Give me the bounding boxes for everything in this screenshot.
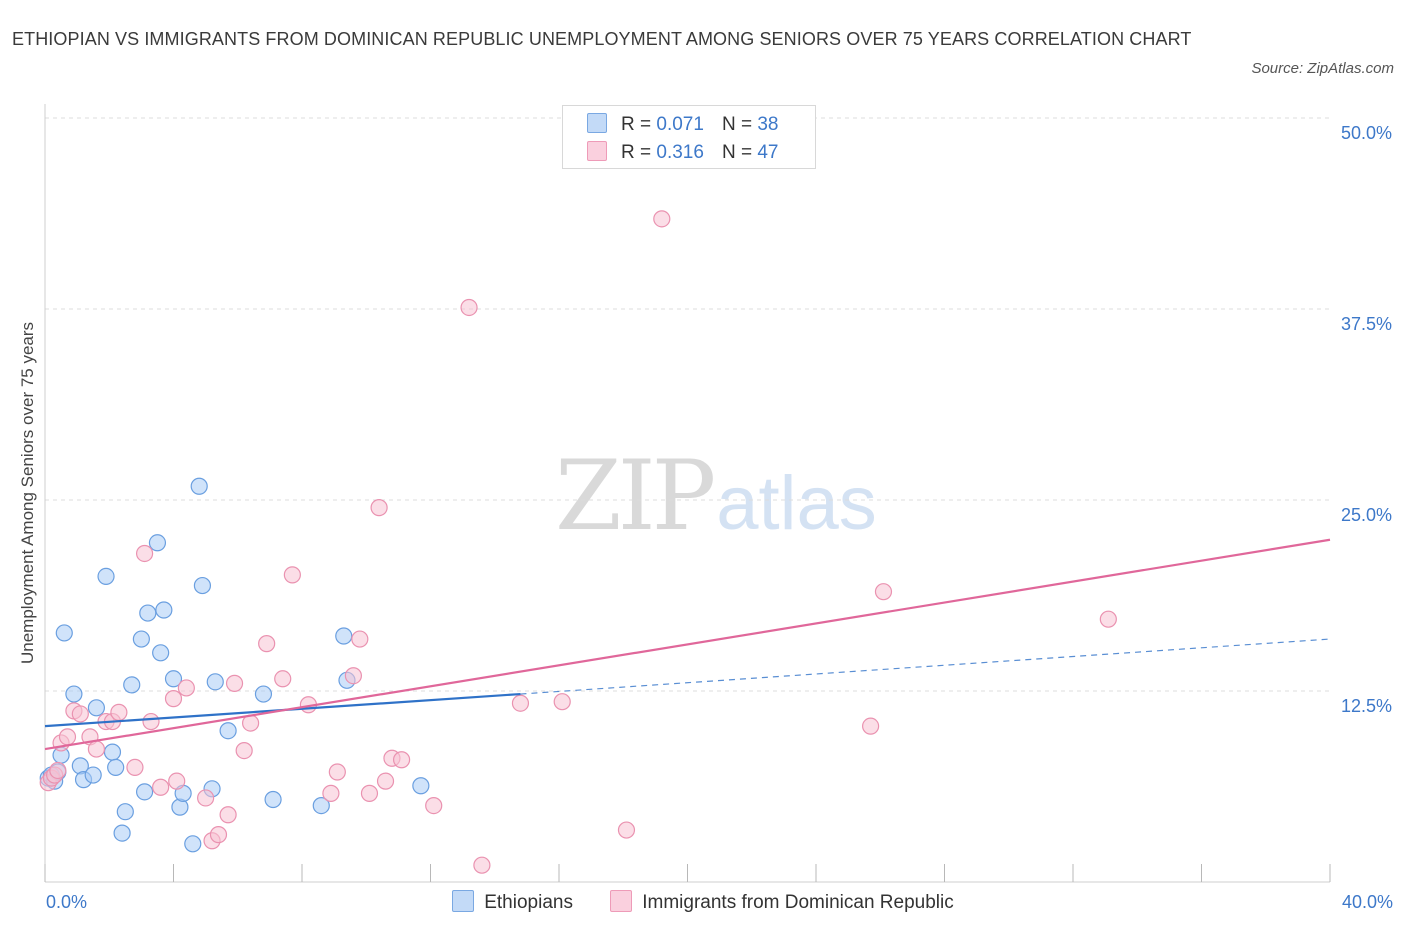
dominican-point: [87, 740, 106, 758]
dominican-point: [177, 679, 195, 697]
ethiopian-point: [264, 790, 282, 809]
legend-swatch-blue: [587, 113, 607, 133]
ethiopian-point: [116, 803, 134, 821]
legend-swatch-ethiopians: [452, 890, 475, 912]
chart-title: ETHIOPIAN VS IMMIGRANTS FROM DOMINICAN R…: [12, 29, 1192, 49]
dominican-trendline: [44, 538, 1331, 751]
ethiopian-point: [87, 699, 106, 717]
dominican-point: [168, 772, 186, 790]
dominican-point: [274, 670, 292, 688]
dominican-point: [460, 298, 478, 317]
dominican-point: [392, 751, 411, 769]
dominican-point: [135, 544, 154, 563]
dominican-point: [49, 761, 67, 780]
y-tick-label: 25.0%: [1341, 505, 1392, 525]
dominican-point: [219, 806, 237, 824]
dominican-point: [862, 717, 880, 735]
ethiopian-point: [123, 676, 141, 694]
ethiopian-point: [412, 777, 430, 795]
ethiopian-point: [219, 722, 237, 740]
ethiopian-point: [135, 783, 154, 801]
dominican-point: [351, 630, 369, 648]
ethiopian-point: [254, 685, 273, 703]
ethiopian-point: [312, 796, 330, 815]
y-tick-label: 50.0%: [1341, 123, 1392, 143]
dominican-point: [473, 856, 491, 874]
dominican-point: [126, 758, 144, 777]
dominican-point: [235, 741, 253, 760]
ethiopian-point: [107, 758, 125, 777]
legend-swatch-pink: [587, 141, 607, 161]
dominican-point: [164, 690, 183, 708]
dominican-point: [511, 694, 530, 712]
legend-r-label: R =: [621, 114, 652, 135]
ethiopian-point: [148, 534, 167, 552]
y-tick-label: 12.5%: [1341, 696, 1392, 716]
dominican-point: [874, 583, 893, 601]
dominican-point: [376, 772, 395, 790]
ethiopian-point: [65, 685, 83, 703]
dominican-point: [58, 728, 77, 746]
legend-label-ethiopians: Ethiopians: [484, 892, 573, 913]
dominican-point: [225, 674, 244, 692]
legend-item-ethiopians: Ethiopians: [452, 890, 573, 914]
legend-n-label: N =: [721, 114, 753, 135]
legend-n-value: 47: [757, 142, 779, 163]
legend-r-value: 0.316: [656, 142, 704, 163]
y-tick-label: 37.5%: [1341, 314, 1392, 334]
dominican-point: [110, 703, 128, 721]
ethiopian-point: [84, 766, 102, 784]
dominican-point: [152, 778, 170, 796]
ethiopian-point: [55, 624, 73, 642]
dominican-point: [425, 796, 443, 815]
legend-row-ethiopians: R = 0.071 N = 38: [587, 113, 778, 137]
x-tick-label: 0.0%: [46, 892, 87, 912]
dominican-point: [197, 789, 215, 807]
ethiopian-point: [335, 627, 353, 645]
ethiopian-point: [193, 576, 212, 595]
ethiopian-point: [155, 601, 173, 619]
dominican-point: [617, 821, 636, 839]
ethiopian-point: [164, 670, 183, 688]
ethiopian-point: [113, 824, 131, 842]
dominican-point: [370, 499, 388, 517]
dominican-point: [258, 635, 276, 653]
ethiopian-point: [206, 673, 224, 691]
legend-r-label: R =: [621, 142, 652, 163]
ethiopian-trendline-extension: [520, 638, 1331, 695]
legend-item-dominican: Immigrants from Dominican Republic: [610, 890, 954, 914]
dominican-point: [653, 210, 671, 228]
legend-label-dominican: Immigrants from Dominican Republic: [642, 892, 954, 913]
ethiopian-point: [139, 604, 157, 622]
ethiopian-point: [152, 644, 170, 662]
source-label: Source: ZipAtlas.com: [1251, 60, 1394, 77]
dominican-point: [360, 784, 379, 802]
dominican-point: [283, 566, 301, 584]
dominican-point: [553, 693, 571, 711]
x-tick-label: 40.0%: [1342, 892, 1393, 912]
dominican-point: [328, 763, 346, 781]
dominican-point: [344, 667, 362, 685]
dominican-point: [322, 784, 340, 802]
legend-r-value: 0.071: [656, 114, 704, 135]
dominican-point: [1099, 610, 1117, 628]
dominican-point: [142, 712, 160, 731]
ethiopian-point: [103, 743, 122, 761]
ethiopian-point: [184, 835, 202, 853]
ethiopian-point: [132, 630, 150, 648]
ethiopian-point: [190, 477, 208, 495]
dominican-point: [209, 826, 228, 844]
legend-n-label: N =: [721, 142, 753, 163]
dominican-point: [71, 705, 89, 723]
ethiopian-point: [97, 567, 115, 586]
series-legend: Ethiopians Immigrants from Dominican Rep…: [0, 890, 1406, 914]
legend-row-dominican: R = 0.316 N = 47: [587, 141, 778, 165]
legend-n-value: 38: [757, 114, 779, 135]
correlation-legend: R = 0.071 N = 38 R = 0.316 N = 47: [562, 105, 816, 169]
legend-swatch-dominican: [610, 890, 633, 912]
